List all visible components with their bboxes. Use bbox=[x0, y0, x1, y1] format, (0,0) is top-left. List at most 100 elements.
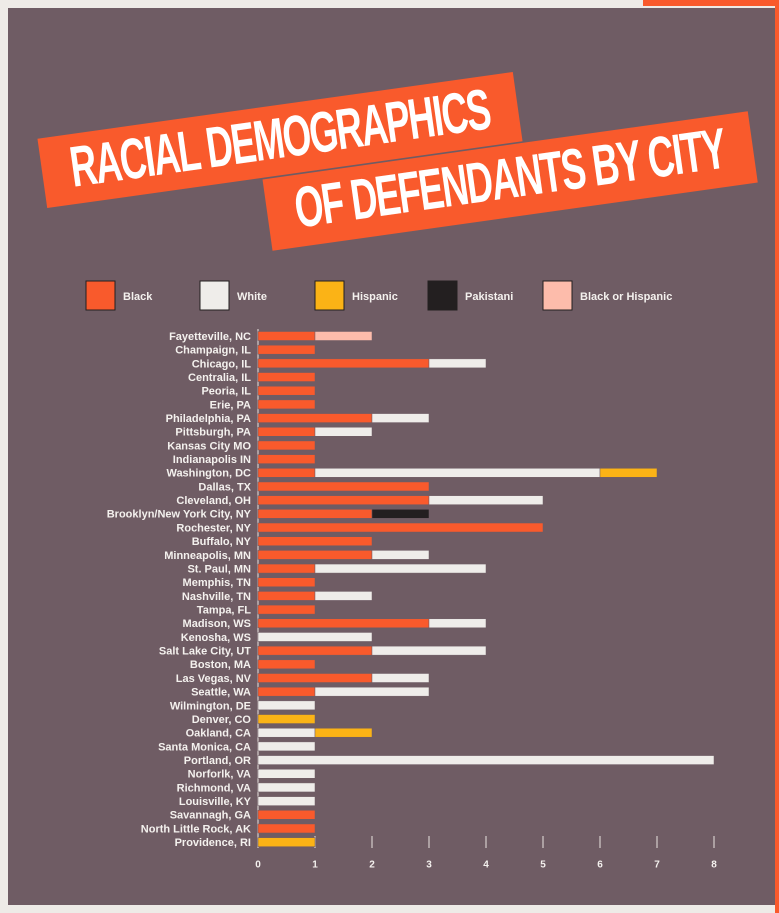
y-tick-label: Indianapolis IN bbox=[173, 454, 251, 466]
bar-segment bbox=[257, 741, 316, 752]
y-tick-label: Savannagh, GA bbox=[170, 810, 251, 822]
bar-segment bbox=[257, 481, 430, 492]
y-tick-label: Philadelphia, PA bbox=[166, 413, 251, 425]
bar-segment bbox=[257, 810, 316, 820]
bar-segment bbox=[257, 659, 316, 670]
bar-segment bbox=[371, 413, 430, 423]
bar-segment bbox=[257, 413, 373, 423]
bar-segment bbox=[371, 550, 430, 560]
bar-segment bbox=[257, 344, 316, 355]
y-tick-label: Providence, RI bbox=[175, 837, 251, 849]
y-tick-label: Santa Monica, CA bbox=[158, 741, 251, 753]
bar-segment bbox=[428, 618, 487, 629]
bar-segment bbox=[314, 686, 430, 697]
y-tick-label: Cleveland, OH bbox=[176, 495, 251, 507]
bar-segment bbox=[314, 427, 373, 437]
bar-segment bbox=[257, 632, 373, 642]
banner bbox=[37, 71, 523, 209]
bar-segment bbox=[314, 591, 373, 601]
bar-segment bbox=[257, 604, 316, 615]
y-tick-label: Dallas, TX bbox=[198, 481, 251, 493]
y-tick-label: Nashville, TN bbox=[182, 591, 251, 603]
y-tick-label: Rochester, NY bbox=[176, 522, 251, 534]
bar-segment bbox=[257, 823, 316, 834]
legend-label: Black or Hispanic bbox=[580, 291, 672, 303]
bar-segment bbox=[257, 372, 316, 382]
legend-swatch bbox=[542, 280, 573, 311]
bar-segment bbox=[371, 645, 487, 656]
legend-label: Hispanic bbox=[352, 291, 398, 303]
legend-label: White bbox=[237, 291, 267, 303]
y-tick-label: Buffalo, NY bbox=[192, 536, 252, 548]
bar-segment bbox=[257, 727, 316, 738]
y-tick-label: St. Paul, MN bbox=[187, 563, 251, 575]
y-tick-label: Las Vegas, NV bbox=[176, 673, 252, 685]
y-tick-label: Madison, WS bbox=[183, 618, 251, 630]
y-tick-label: Kenosha, WS bbox=[181, 632, 251, 644]
bar-segment bbox=[428, 495, 544, 505]
bar-segment bbox=[257, 714, 316, 724]
bar-segment bbox=[257, 755, 715, 765]
bar-segment bbox=[257, 796, 316, 806]
bar-segment bbox=[257, 618, 430, 629]
x-tick-label: 3 bbox=[426, 860, 432, 871]
bar-segment bbox=[314, 468, 601, 478]
bar-segment bbox=[257, 399, 316, 410]
y-tick-label: Boston, MA bbox=[190, 659, 251, 671]
bar-segment bbox=[599, 468, 658, 478]
bar-segment bbox=[257, 645, 373, 656]
bar-segment bbox=[257, 331, 316, 341]
y-tick-label: Wilmington, DE bbox=[170, 700, 251, 712]
bar-segment bbox=[314, 563, 487, 574]
legend-swatch bbox=[199, 280, 230, 311]
y-tick-label: Centralia, IL bbox=[188, 372, 251, 384]
accent-edge bbox=[775, 0, 779, 913]
y-tick-label: Oakland, CA bbox=[186, 728, 251, 740]
legend-swatch bbox=[85, 280, 116, 311]
bar-segment bbox=[314, 727, 373, 738]
bar-segment bbox=[257, 673, 373, 683]
y-tick-label: Norforlk, VA bbox=[188, 769, 251, 781]
y-tick-label: Minneapolis, MN bbox=[164, 550, 251, 562]
bar-segment bbox=[257, 536, 373, 546]
bar-segment bbox=[257, 782, 316, 793]
bar-segment bbox=[371, 673, 430, 683]
x-tick-label: 5 bbox=[540, 860, 546, 871]
y-tick-label: Erie, PA bbox=[210, 399, 251, 411]
bar-segment bbox=[257, 577, 316, 587]
accent bbox=[643, 0, 779, 6]
y-tick-label: Tampa, FL bbox=[197, 605, 251, 617]
bar-segment bbox=[257, 427, 316, 437]
y-tick-label: North Little Rock, AK bbox=[141, 823, 251, 835]
x-tick-label: 8 bbox=[711, 860, 717, 871]
y-tick-label: Chicago, IL bbox=[192, 358, 252, 370]
bar-segment bbox=[257, 522, 544, 533]
bar-segment bbox=[428, 358, 487, 369]
x-tick-label: 0 bbox=[255, 860, 261, 871]
y-tick-label: Memphis, TN bbox=[183, 577, 252, 589]
bar-segment bbox=[257, 550, 373, 560]
bar-segment bbox=[257, 440, 316, 451]
bar-segment bbox=[257, 495, 430, 505]
x-tick-label: 1 bbox=[312, 860, 318, 871]
bar-segment bbox=[257, 700, 316, 711]
y-tick-label: Portland, OR bbox=[184, 755, 251, 767]
y-tick-label: Denver, CO bbox=[192, 714, 252, 726]
y-tick-label: Fayetteville, NC bbox=[169, 331, 251, 343]
y-tick-label: Louisville, KY bbox=[179, 796, 252, 808]
banner bbox=[262, 111, 758, 251]
y-tick-label: Brooklyn/New York City, NY bbox=[107, 509, 252, 521]
bar-segment bbox=[257, 509, 373, 519]
bar-segment bbox=[371, 509, 430, 519]
bar-segment bbox=[257, 686, 316, 697]
legend-label: Black bbox=[123, 291, 153, 303]
bar-segment bbox=[257, 454, 316, 464]
y-tick-label: Kansas City MO bbox=[167, 440, 251, 452]
legend-label: Pakistani bbox=[465, 291, 513, 303]
y-tick-label: Seattle, WA bbox=[191, 687, 251, 699]
y-tick-label: Pittsburgh, PA bbox=[175, 427, 251, 439]
y-tick-label: Richmond, VA bbox=[177, 782, 251, 794]
y-tick-label: Champaign, IL bbox=[175, 345, 251, 357]
